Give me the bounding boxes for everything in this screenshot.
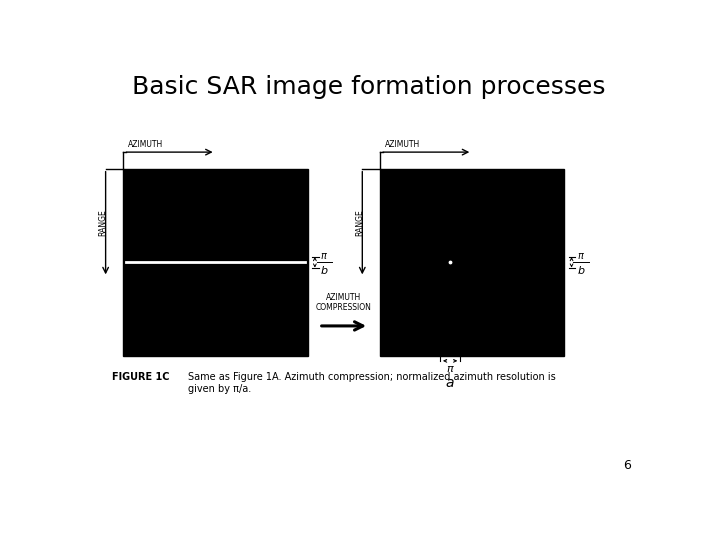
Text: $b$: $b$ <box>577 264 585 276</box>
Text: 6: 6 <box>624 460 631 472</box>
Text: AZIMUTH: AZIMUTH <box>384 140 420 149</box>
Text: $b$: $b$ <box>320 264 328 276</box>
Text: Same as Figure 1A. Azimuth compression; normalized azimuth resolution is
given b: Same as Figure 1A. Azimuth compression; … <box>188 373 555 394</box>
Text: $a$: $a$ <box>446 376 455 390</box>
Text: $\pi$: $\pi$ <box>577 251 585 261</box>
Text: AZIMUTH: AZIMUTH <box>128 140 163 149</box>
Text: RANGE: RANGE <box>99 210 107 237</box>
Text: $\pi$: $\pi$ <box>446 364 454 374</box>
Bar <box>124 168 307 356</box>
Text: AZIMUTH
COMPRESSION: AZIMUTH COMPRESSION <box>316 293 372 312</box>
Text: FIGURE 1C: FIGURE 1C <box>112 373 170 382</box>
Bar <box>380 168 564 356</box>
Text: $\pi$: $\pi$ <box>320 251 328 261</box>
Text: Basic SAR image formation processes: Basic SAR image formation processes <box>132 75 606 99</box>
Text: RANGE: RANGE <box>355 210 364 237</box>
